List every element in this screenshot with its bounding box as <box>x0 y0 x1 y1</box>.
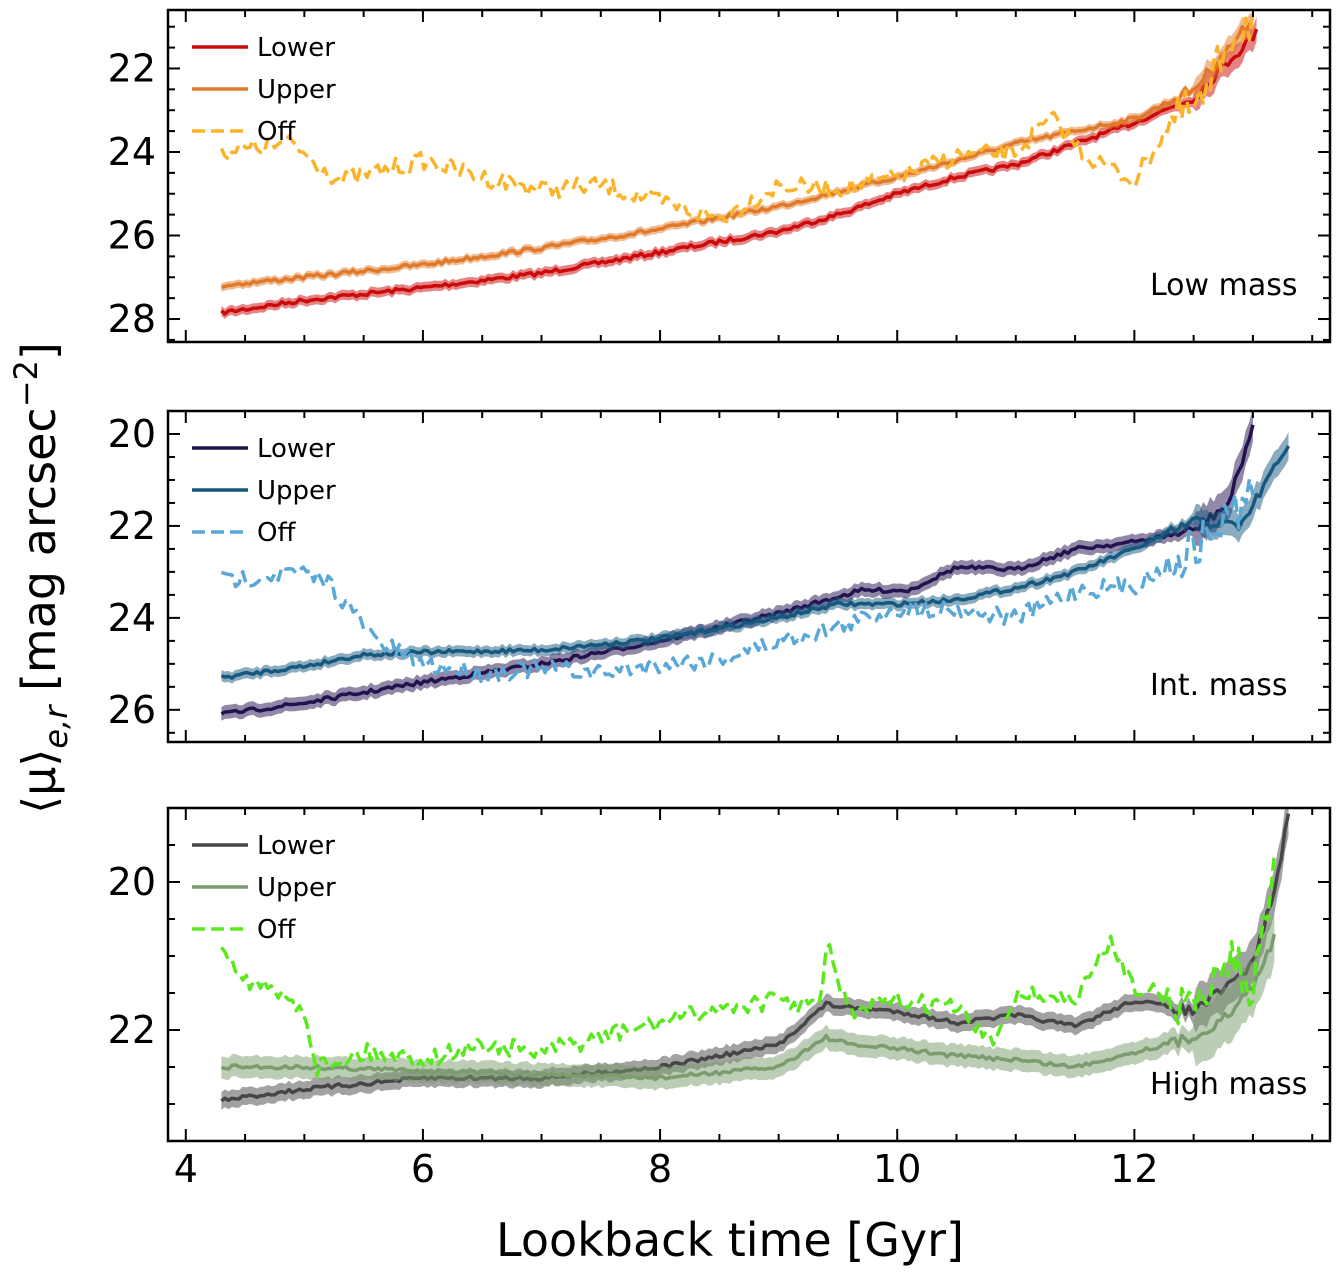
legend: Lower Upper Off <box>192 434 336 548</box>
y-title-sup: −2 <box>7 360 45 407</box>
y-tick-label: 28 <box>108 297 156 341</box>
y-tick-label: 26 <box>108 688 156 732</box>
y-title-unit: [mag arcsec <box>12 407 66 691</box>
panel-title: Low mass <box>1150 268 1297 303</box>
legend-label-upper: Upper <box>257 476 336 506</box>
series-line-low-lower <box>220 28 1259 316</box>
legend-label-off: Off <box>257 518 296 548</box>
series-band-int-upper <box>221 432 1289 684</box>
legend-label-lower: Lower <box>257 434 335 464</box>
x-tick-label: 6 <box>411 1147 435 1191</box>
series-line-int-lower <box>220 424 1255 716</box>
series-line-low-upper <box>221 21 1254 290</box>
x-tick-label: 8 <box>648 1147 672 1191</box>
panel-title: Int. mass <box>1150 668 1288 703</box>
x-tick-label: 12 <box>1110 1147 1158 1191</box>
panel-low-mass: 22 24 26 28 Lower Upper Off Low mass <box>108 8 1332 344</box>
series-band-low-upper <box>221 12 1253 292</box>
y-tick-label: 24 <box>108 130 156 174</box>
legend-label-off: Off <box>257 915 296 945</box>
legend-label-lower: Lower <box>257 831 335 861</box>
y-tick-label: 20 <box>108 860 156 904</box>
legend-label-upper: Upper <box>257 75 336 105</box>
plot-area <box>219 12 1259 319</box>
y-tick-label: 26 <box>108 214 156 258</box>
series-line-int-upper <box>220 445 1291 680</box>
legend-label-lower: Lower <box>257 33 335 63</box>
x-tick-label: 10 <box>873 1147 921 1191</box>
series-line-high-off <box>220 855 1277 1078</box>
series-line-high-upper <box>220 933 1277 1082</box>
x-axis-title: Lookback time [Gyr] <box>496 1213 964 1267</box>
plot-area <box>220 411 1291 721</box>
y-tick-label: 22 <box>108 504 156 548</box>
series-line-high-lower <box>220 813 1291 1103</box>
plot-area <box>220 808 1291 1110</box>
legend-label-off: Off <box>257 117 296 147</box>
panel-high-mass: 20 22 Lower Upper Off High mass <box>108 806 1332 1143</box>
legend: Lower Upper Off <box>192 831 336 945</box>
panel-frame <box>166 8 1332 344</box>
x-tick-label: 4 <box>174 1147 198 1191</box>
panel-frame <box>166 409 1332 744</box>
legend-label-upper: Upper <box>257 873 336 903</box>
y-tick-label: 20 <box>108 412 156 456</box>
legend: Lower Upper Off <box>192 33 336 147</box>
y-title-close: ] <box>12 342 66 360</box>
series-line-int-off <box>220 477 1255 684</box>
y-tick-label: 22 <box>108 46 156 90</box>
x-tick-labels: 4 6 8 10 12 <box>174 1147 1159 1191</box>
y-axis-title: ⟨μ⟩e,r [mag arcsec−2] <box>7 342 75 814</box>
y-title-sub: e,r <box>37 704 75 749</box>
panel-title: High mass <box>1150 1067 1307 1102</box>
y-tick-label: 24 <box>108 596 156 640</box>
svg-text:⟨μ⟩e,r [mag arcsec−2]: ⟨μ⟩e,r [mag arcsec−2] <box>7 342 75 814</box>
series-band-int-lower <box>221 411 1253 721</box>
series-line-low-off <box>219 12 1255 224</box>
panel-frame <box>166 806 1332 1143</box>
series-band-high-upper <box>221 906 1275 1091</box>
panel-int-mass: 20 22 24 26 Lower Upper Off Int. mass <box>108 409 1332 744</box>
y-title-main: ⟨μ⟩ <box>12 749 66 814</box>
y-tick-label: 22 <box>108 1008 156 1052</box>
